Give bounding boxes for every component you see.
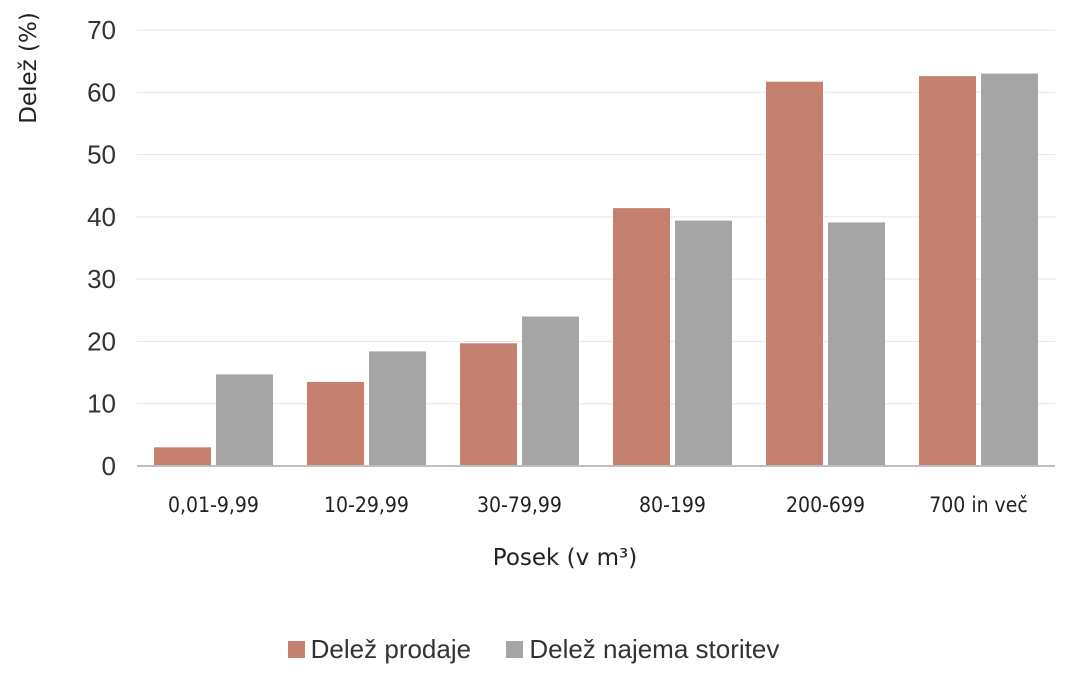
bar-prodaje — [307, 381, 364, 466]
bar-najema — [522, 316, 579, 466]
bar-prodaje — [919, 76, 976, 466]
x-tick-label: 80-199 — [639, 493, 706, 517]
legend-item-najema: Delež najema storitev — [506, 634, 779, 665]
bar-prodaje — [766, 81, 823, 466]
bar-najema — [675, 220, 732, 466]
legend-swatch-najema — [506, 641, 524, 658]
legend-item-prodaje: Delež prodaje — [287, 634, 472, 665]
legend-label-prodaje: Delež prodaje — [310, 634, 472, 664]
y-tick-label: 40 — [87, 202, 116, 232]
x-tick-label: 200-699 — [786, 493, 865, 517]
legend-label-najema: Delež najema storitev — [529, 634, 780, 664]
bar-najema — [981, 73, 1038, 466]
legend: Delež prodaje Delež najema storitev — [0, 634, 1067, 665]
legend-swatch-prodaje — [287, 641, 305, 658]
y-tick-label: 70 — [87, 15, 116, 45]
bar-najema — [828, 222, 885, 466]
bars — [154, 73, 1038, 466]
x-tick-label: 0,01-9,99 — [168, 493, 259, 517]
x-axis-ticks: 0,01-9,99 10-29,99 30-79,99 80-199 200-699 70… — [168, 493, 1028, 517]
y-tick-label: 60 — [87, 77, 116, 107]
bar-prodaje — [460, 343, 517, 466]
bar-prodaje — [613, 208, 670, 466]
x-tick-label: 10-29,99 — [324, 493, 409, 517]
y-axis-title: Delež (%) — [16, 12, 42, 124]
y-axis-ticks: 0 10 20 30 40 50 60 70 — [87, 15, 116, 481]
bar-najema — [369, 351, 426, 466]
x-tick-label: 30-79,99 — [477, 493, 562, 517]
bar-najema — [216, 374, 273, 466]
y-tick-label: 20 — [87, 326, 116, 356]
y-tick-label: 50 — [87, 140, 116, 170]
x-tick-label: 700 in več — [929, 493, 1027, 517]
x-axis-title: Posek (v m³) — [493, 545, 637, 571]
y-tick-label: 10 — [87, 389, 116, 419]
y-tick-label: 30 — [87, 264, 116, 294]
y-tick-label: 0 — [102, 451, 116, 481]
bar-prodaje — [154, 447, 211, 466]
gridlines — [137, 29, 1055, 405]
